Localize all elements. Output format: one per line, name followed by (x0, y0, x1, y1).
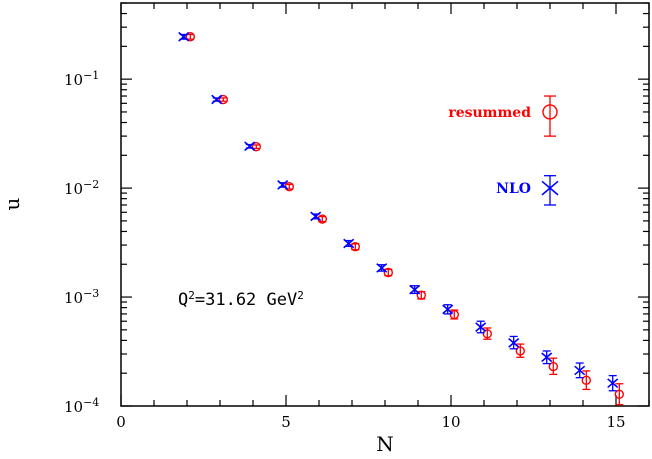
legend-label-nlo: NLO (496, 181, 531, 197)
y-tick-label: 10−2 (64, 178, 99, 199)
circle-marker (515, 346, 525, 356)
circle-marker (548, 361, 558, 372)
legend-label-resummed: resummed (448, 105, 531, 121)
x-tick-label: 5 (281, 413, 291, 431)
y-tick-labels: 10−110−210−310−4 (64, 69, 99, 416)
cross-marker (376, 263, 388, 273)
circle-marker (482, 329, 492, 339)
series-resummed (185, 32, 624, 406)
cross-marker (541, 352, 553, 363)
cross-marker (475, 322, 487, 332)
annotation-value: =31.62 GeV (195, 290, 297, 310)
plot-frame (120, 2, 650, 407)
annotation-q2: Q2=31.62 GeV2 (178, 289, 304, 311)
y-tick-exponent: −4 (83, 396, 99, 409)
data-series (178, 31, 624, 406)
axis-ticks (120, 2, 650, 407)
cross-marker (211, 94, 223, 105)
x-tick-label: 15 (606, 413, 625, 431)
cross-marker (508, 337, 520, 348)
circle-marker (416, 290, 426, 300)
cross-marker (277, 180, 289, 190)
annotation-q-sup: 2 (188, 289, 195, 302)
circle-marker (581, 375, 591, 386)
y-tick-base: 10 (64, 398, 83, 416)
cross-marker (178, 31, 190, 42)
cross-marker (607, 378, 619, 389)
y-tick-exponent: −3 (83, 287, 99, 300)
x-axis-label: N (376, 432, 394, 456)
circle-marker (218, 94, 229, 105)
x-tick-label: 10 (441, 413, 460, 431)
circle-marker (251, 141, 261, 152)
cross-marker (244, 141, 256, 152)
y-tick-exponent: −1 (83, 69, 99, 82)
y-tick-base: 10 (64, 71, 83, 89)
legend: resummed NLO (448, 95, 559, 206)
x-tick-labels: 0 5 10 15 (116, 413, 625, 431)
circle-marker (614, 389, 624, 400)
y-tick-label: 10−1 (64, 69, 99, 90)
circle-marker (542, 104, 558, 120)
cross-marker (343, 238, 355, 249)
y-tick-label: 10−4 (64, 396, 99, 417)
cross-marker (310, 211, 322, 222)
series-nlo (178, 31, 619, 392)
y-tick-label: 10−3 (64, 287, 99, 308)
cross-marker (541, 180, 559, 196)
cross-marker (574, 365, 586, 376)
y-tick-base: 10 (64, 180, 83, 198)
circle-marker (185, 32, 196, 42)
circle-marker (383, 267, 393, 278)
y-tick-base: 10 (64, 289, 83, 307)
circle-marker (449, 309, 459, 320)
cross-marker (442, 304, 454, 315)
x-tick-label: 0 (116, 413, 126, 431)
cross-marker (409, 284, 421, 295)
y-axis-label: u (0, 197, 24, 210)
annotation-unit-sup: 2 (297, 289, 304, 302)
y-tick-exponent: −2 (83, 178, 99, 191)
annotation-q: Q (178, 290, 188, 310)
